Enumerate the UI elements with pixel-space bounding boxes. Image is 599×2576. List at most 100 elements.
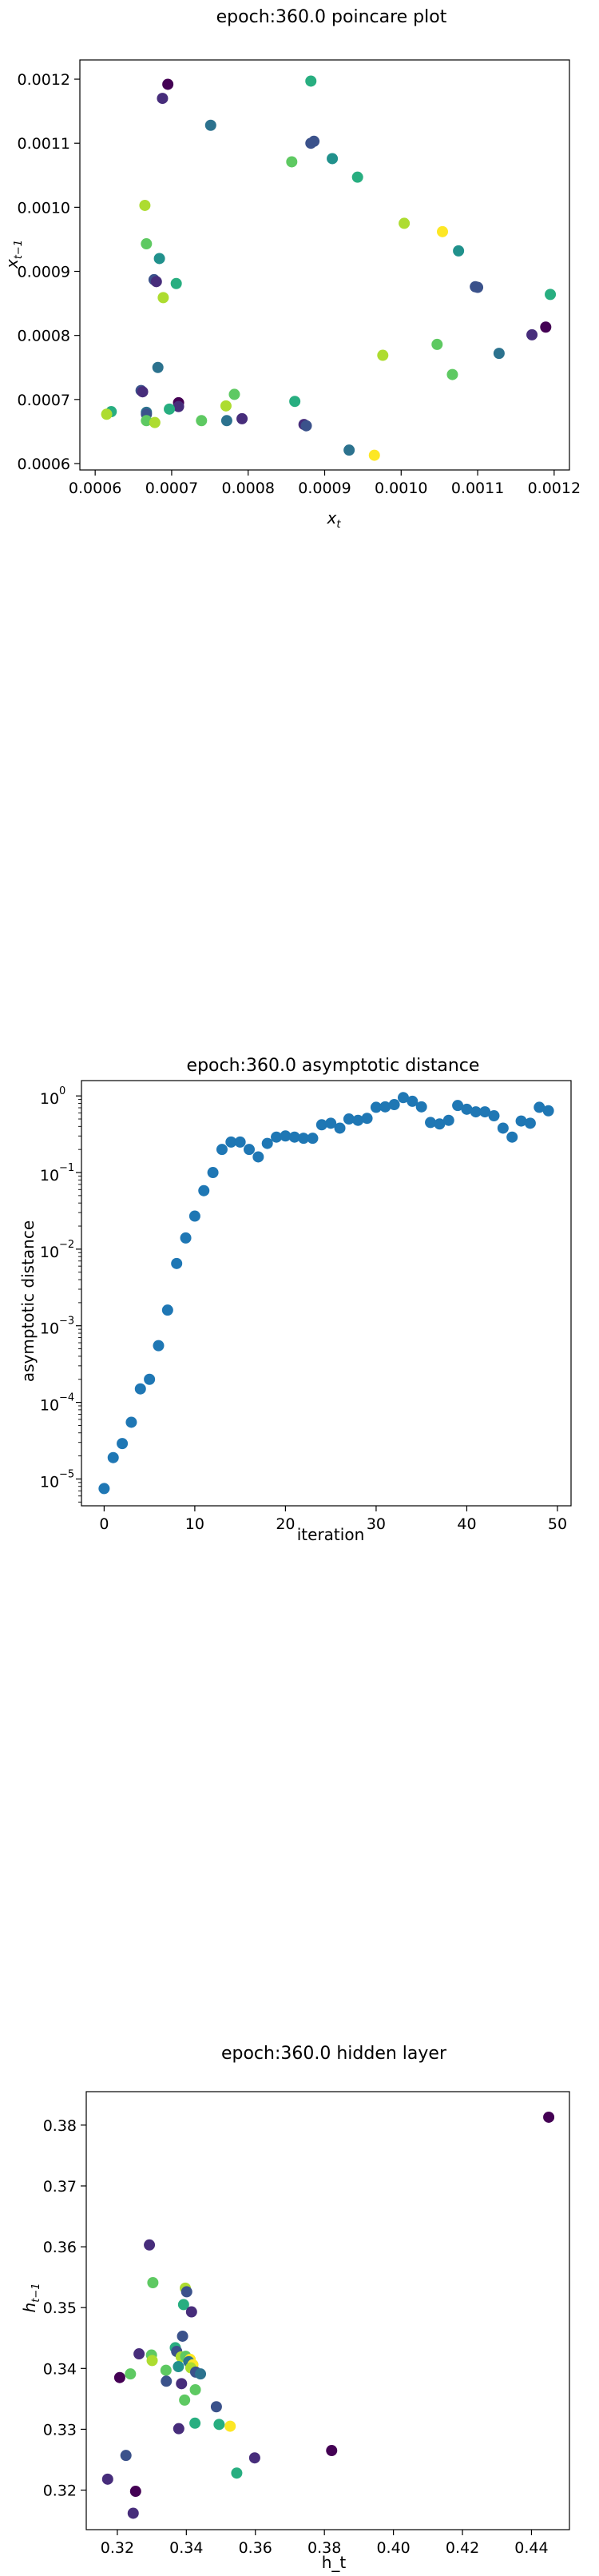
y-tick-exponent: −4 bbox=[59, 1392, 74, 1404]
scatter-point bbox=[125, 1416, 137, 1428]
scatter-point bbox=[407, 1095, 419, 1107]
poincare-plot-svg: epoch:360.0 poincare plot 0.0006 0.0007 0.… bbox=[2, 7, 581, 528]
scatter-point bbox=[98, 1483, 110, 1495]
scatter-point bbox=[146, 2355, 158, 2367]
scatter-point bbox=[157, 292, 169, 304]
scatter-point bbox=[195, 2368, 207, 2380]
x-tick-label: 0.0012 bbox=[528, 480, 581, 497]
scatter-point bbox=[150, 276, 162, 288]
chart-title: epoch:360.0 asymptotic distance bbox=[187, 1056, 480, 1076]
scatter-point bbox=[252, 1151, 264, 1163]
x-tick-label: 10 bbox=[185, 1515, 204, 1533]
plot-frame bbox=[79, 59, 570, 471]
y-tick-label: 10 bbox=[40, 1167, 59, 1184]
y-axis-label: asymptotic distance bbox=[18, 1220, 38, 1382]
scatter-point bbox=[129, 2486, 141, 2498]
scatter-point bbox=[120, 2450, 132, 2462]
scatter-point bbox=[177, 2330, 188, 2342]
asymptotic-distance-plot: epoch:360.0 asymptotic distance 0 10 20 30 4… bbox=[0, 1047, 599, 1575]
x-tick-label: 0.38 bbox=[307, 2539, 341, 2557]
scatter-point bbox=[545, 289, 557, 301]
scatter-point bbox=[160, 2364, 172, 2376]
scatter-point bbox=[170, 277, 182, 289]
scatter-point bbox=[540, 321, 552, 333]
scatter-point bbox=[220, 400, 232, 412]
y-tick-label: 0.35 bbox=[43, 2299, 77, 2317]
scatter-point bbox=[526, 328, 538, 340]
poincare-plot: epoch:360.0 poincare plot 0.0006 0.0007 0.… bbox=[0, 0, 599, 528]
scatter-point bbox=[446, 368, 458, 380]
plot-frame bbox=[85, 2091, 570, 2530]
scatter-point bbox=[307, 1133, 319, 1145]
y-tick-label: 0.32 bbox=[43, 2482, 77, 2500]
scatter-point bbox=[280, 1130, 292, 1142]
scatter-point bbox=[101, 408, 113, 420]
asymptotic-distance-plot-svg: epoch:360.0 asymptotic distance 0 10 20 30 4… bbox=[18, 1056, 572, 1544]
scatter-point bbox=[479, 1106, 491, 1118]
scatter-point bbox=[228, 388, 240, 400]
scatter-point bbox=[162, 78, 174, 90]
y-tick-exponent: −5 bbox=[59, 1468, 74, 1480]
scatter-point bbox=[188, 1210, 200, 1222]
x-tick-label: 0.40 bbox=[376, 2539, 410, 2557]
scatter-point bbox=[180, 2286, 192, 2298]
x-tick-label: 0.0011 bbox=[451, 480, 504, 497]
x-tick-label: 0.42 bbox=[446, 2539, 479, 2557]
scatter-point bbox=[117, 1438, 129, 1450]
scatter-point bbox=[177, 2299, 189, 2311]
scatter-point bbox=[161, 1304, 173, 1316]
y-tick-label: 0.34 bbox=[43, 2360, 77, 2378]
scatter-point bbox=[415, 1101, 427, 1113]
scatter-point bbox=[144, 2239, 156, 2251]
y-tick-label: 0.0012 bbox=[18, 71, 70, 89]
scatter-point bbox=[352, 1114, 364, 1126]
scatter-point bbox=[506, 1131, 518, 1143]
scatter-point bbox=[179, 2394, 191, 2406]
scatter-point bbox=[196, 415, 208, 427]
scatter-point bbox=[377, 349, 389, 361]
y-axis-label: ht−1 bbox=[20, 2283, 42, 2313]
scatter-point bbox=[288, 1131, 300, 1143]
scatter-point bbox=[153, 253, 165, 265]
scatter-point bbox=[141, 238, 153, 250]
y-tick-exponent: 0 bbox=[59, 1085, 65, 1097]
scatter-point bbox=[524, 1117, 536, 1129]
y-tick-label: 0.0008 bbox=[18, 328, 70, 345]
scatter-point bbox=[399, 217, 411, 229]
scatter-point bbox=[327, 153, 339, 165]
x-tick-label: 0.32 bbox=[101, 2539, 134, 2557]
x-tick-label: 0.0010 bbox=[375, 480, 427, 497]
scatter-point bbox=[461, 1103, 473, 1115]
scatter-point bbox=[497, 1122, 509, 1134]
x-tick-label: 40 bbox=[457, 1515, 476, 1533]
scatter-point bbox=[144, 1373, 156, 1385]
scatter-point bbox=[173, 400, 184, 412]
scatter-point bbox=[361, 1113, 373, 1125]
plot-frame bbox=[81, 1080, 572, 1507]
x-tick-label: 0.44 bbox=[514, 2539, 548, 2557]
scatter-point bbox=[236, 412, 248, 424]
scatter-point bbox=[343, 444, 355, 456]
scatter-point bbox=[308, 135, 320, 147]
scatter-point bbox=[213, 2419, 225, 2431]
scatter-point bbox=[152, 361, 164, 373]
scatter-point bbox=[493, 348, 505, 360]
scatter-point bbox=[139, 199, 151, 211]
y-tick-label: 0.0007 bbox=[18, 392, 70, 409]
scatter-point bbox=[305, 75, 317, 87]
scatter-point bbox=[515, 1115, 527, 1127]
hidden-layer-plot-svg: epoch:360.0 hidden layer 0.32 0.34 0.36 0.3… bbox=[20, 2044, 570, 2572]
scatter-point bbox=[164, 403, 176, 415]
y-tick-label: 10 bbox=[40, 1397, 59, 1415]
y-tick-label: 10 bbox=[40, 1320, 59, 1338]
scatter-point bbox=[231, 2467, 243, 2479]
x-axis-label: h_t bbox=[322, 2553, 347, 2572]
scatter-point bbox=[370, 1101, 382, 1113]
scatter-point bbox=[149, 416, 161, 428]
scatter-point bbox=[542, 1105, 554, 1117]
scatter-point bbox=[388, 1099, 400, 1111]
scatter-point bbox=[300, 420, 312, 432]
scatter-point bbox=[176, 2378, 188, 2390]
scatter-point bbox=[216, 1144, 228, 1156]
scatter-point bbox=[244, 1144, 256, 1156]
